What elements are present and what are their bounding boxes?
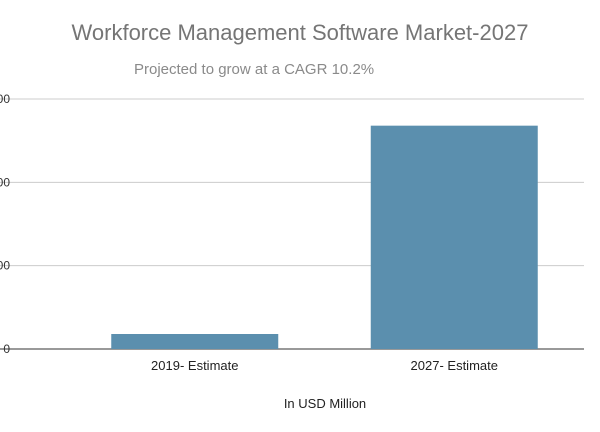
category-label: 2027- Estimate	[411, 358, 498, 373]
x-axis-categories: 2019- Estimate 2027- Estimate	[151, 358, 498, 373]
bar	[111, 334, 279, 349]
y-tick-label: 2,000	[0, 175, 10, 189]
y-tick-label: 0	[3, 342, 10, 356]
chart-title: Workforce Management Software Market-202…	[71, 20, 529, 45]
category-label: 2019- Estimate	[151, 358, 238, 373]
y-tick-label: 3,000	[0, 92, 10, 106]
bar	[370, 125, 538, 350]
bars	[111, 125, 538, 350]
x-axis-label: In USD Million	[284, 396, 366, 411]
y-tick-label: 1,000	[0, 259, 10, 273]
y-axis-ticks: 0 1,000 2,000 3,000	[0, 92, 10, 356]
chart-subtitle: Projected to grow at a CAGR 10.2%	[134, 61, 375, 78]
